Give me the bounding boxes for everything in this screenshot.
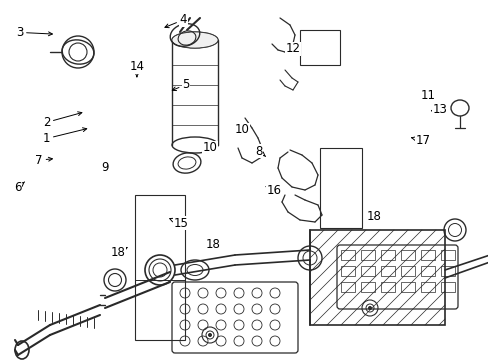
Bar [299, 30, 339, 65]
Text: 1: 1 [42, 128, 86, 145]
Text: 13: 13 [430, 103, 447, 116]
Bar [309, 230, 444, 325]
Text: 9: 9 [101, 161, 109, 174]
Text: 16: 16 [265, 184, 281, 197]
Circle shape [208, 333, 211, 337]
Bar [440, 266, 454, 276]
Text: 5: 5 [172, 78, 189, 91]
Text: 6: 6 [14, 181, 24, 194]
Text: 8: 8 [255, 145, 265, 158]
Text: 4: 4 [164, 13, 187, 28]
Bar [340, 282, 354, 292]
Bar [420, 282, 434, 292]
Text: 18: 18 [205, 238, 220, 251]
Bar [319, 148, 361, 228]
Bar [400, 266, 414, 276]
Bar [420, 266, 434, 276]
Text: 10: 10 [203, 141, 217, 154]
Bar [360, 266, 374, 276]
Text: 18: 18 [366, 210, 381, 222]
Bar [380, 266, 394, 276]
Ellipse shape [172, 32, 218, 48]
Text: 7: 7 [35, 154, 52, 167]
Bar [400, 250, 414, 260]
Text: 18: 18 [111, 246, 127, 258]
Bar [400, 282, 414, 292]
Bar [440, 282, 454, 292]
Text: 15: 15 [169, 217, 188, 230]
Bar [380, 282, 394, 292]
Bar [340, 250, 354, 260]
Text: 3: 3 [16, 26, 52, 39]
Bar [360, 250, 374, 260]
Bar [340, 266, 354, 276]
Text: 14: 14 [129, 60, 144, 77]
Text: 2: 2 [42, 112, 81, 129]
Circle shape [368, 306, 371, 310]
Text: 11: 11 [420, 89, 434, 102]
Text: 17: 17 [411, 134, 429, 147]
Bar [360, 282, 374, 292]
Bar [380, 250, 394, 260]
Text: 12: 12 [285, 42, 300, 56]
Bar [440, 250, 454, 260]
Bar [135, 195, 184, 340]
Text: 10: 10 [234, 123, 249, 136]
Bar [420, 250, 434, 260]
